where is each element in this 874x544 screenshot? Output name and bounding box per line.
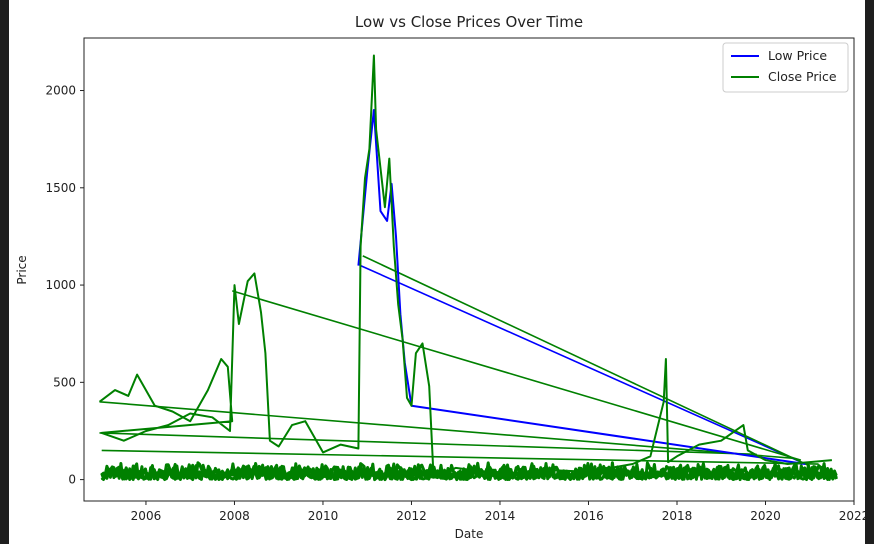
y-axis-label: Price xyxy=(15,255,29,284)
connector-line xyxy=(101,449,819,465)
x-tick-label: 2022 xyxy=(839,509,865,523)
x-tick-label: 2010 xyxy=(308,509,339,523)
connector-line xyxy=(99,432,757,456)
x-tick-label: 2018 xyxy=(662,509,693,523)
x-tick-label: 2006 xyxy=(131,509,162,523)
y-tick-label: 1500 xyxy=(45,181,76,195)
chart-title: Low vs Close Prices Over Time xyxy=(355,13,583,31)
y-tick-label: 500 xyxy=(53,375,76,389)
chart-figure: Low vs Close Prices Over Time 2006 2008 20… xyxy=(9,0,865,544)
x-tick-label: 2008 xyxy=(219,509,250,523)
connector-line xyxy=(232,290,802,461)
noise-band-trace xyxy=(100,461,838,481)
plot-area xyxy=(98,54,838,482)
y-tick-label: 0 xyxy=(68,473,76,487)
line-chart: Low vs Close Prices Over Time 2006 2008 20… xyxy=(15,13,865,541)
x-tick-label: 2014 xyxy=(485,509,516,523)
legend-label: Close Price xyxy=(768,69,837,84)
y-tick-label: 1000 xyxy=(45,278,76,292)
x-axis-label: Date xyxy=(455,527,484,541)
connector-line xyxy=(362,255,811,467)
y-tick-label: 2000 xyxy=(45,84,76,98)
y-axis: 0 500 1000 1500 2000 xyxy=(45,84,84,487)
x-tick-label: 2012 xyxy=(396,509,427,523)
x-tick-label: 2016 xyxy=(573,509,604,523)
x-axis: 2006 2008 2010 2012 2014 2016 2018 2020 2022 xyxy=(131,501,865,523)
x-tick-label: 2020 xyxy=(750,509,781,523)
series-line-close-price xyxy=(98,54,832,479)
series-line-low-price xyxy=(357,109,806,465)
plot-frame xyxy=(83,37,855,502)
connector-line xyxy=(360,264,806,465)
legend-label: Low Price xyxy=(768,48,827,63)
connector-line xyxy=(99,400,793,459)
legend: Low Price Close Price xyxy=(722,42,849,93)
